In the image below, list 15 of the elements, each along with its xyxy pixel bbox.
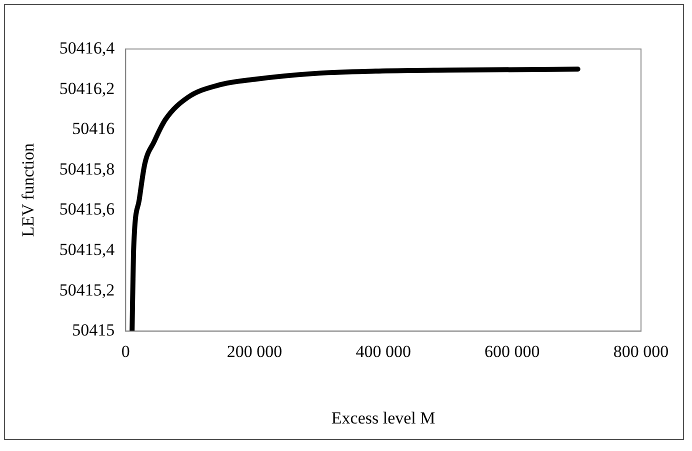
y-tick-label: 50416 [72,119,115,138]
y-tick-label: 50415,8 [59,159,115,178]
y-tick-label: 50415,4 [59,240,116,260]
x-tick-label: 0 [121,342,130,361]
y-axis-title: LEV function [18,142,38,237]
x-tick-label: 600 000 [484,342,540,361]
y-tick-label: 50415,2 [59,280,115,300]
x-tick-label: 800 000 [613,342,669,361]
x-tick-label: 200 000 [226,342,282,361]
x-axis-title: Excess level M [331,408,436,428]
y-tick-label: 50416,4 [59,38,116,58]
y-tick-label: 50415 [72,320,115,340]
x-tick-label: 400 000 [356,342,411,361]
y-tick-label: 50416,2 [59,78,115,98]
y-tick-label: 50415,6 [59,200,115,219]
